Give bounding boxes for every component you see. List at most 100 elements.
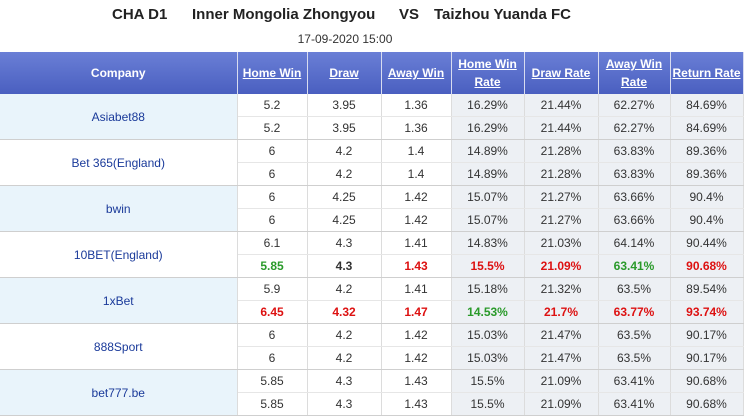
rate-cell: 21.27% [524,185,599,209]
rate-cell: 21.7% [524,300,599,324]
rate-cell: 63.83% [598,162,671,186]
company-name: 888Sport [0,323,238,370]
odds-cell: 1.4 [381,139,452,163]
company-name: Bet 365(England) [0,139,238,186]
company-name: 10BET(England) [0,231,238,278]
odds-cell: 1.42 [381,323,452,347]
rate-cell: 15.03% [451,346,525,370]
odds-cell: 4.3 [307,392,382,416]
odds-row: 888Sport 6 4.2 1.42 15.03% 21.47% 63.5% 90.17% [0,323,744,370]
rate-cell: 64.14% [598,231,671,255]
odds-row: Bet 365(England) 6 4.2 1.4 14.89% 21.28% 63.83… [0,139,744,186]
odds-row: Asiabet88 5.2 3.95 1.36 16.29% 21.44% 62.27% 84… [0,94,744,140]
rate-cell: 89.36% [670,139,744,163]
rate-cell: 21.09% [524,369,599,393]
rate-cell: 89.54% [670,277,744,301]
rate-cell: 21.03% [524,231,599,255]
rate-cell: 14.89% [451,139,525,163]
rate-cell: 84.69% [670,94,744,117]
rate-cell: 14.89% [451,162,525,186]
rate-cell: 62.27% [598,94,671,117]
match-title: CHA D1 Inner Mongolia Zhongyou VS Taizho… [0,4,745,28]
league: CHA D1 [112,6,168,23]
column-header[interactable]: Home Win [237,52,308,94]
vs: VS [399,6,420,23]
column-header[interactable]: Home Win Rate [451,52,525,94]
table-body: Asiabet88 5.2 3.95 1.36 16.29% 21.44% 62.27% 84… [0,94,744,416]
rate-cell: 15.18% [451,277,525,301]
odds-cell: 1.36 [381,94,452,117]
rate-cell: 21.47% [524,346,599,370]
rate-cell: 63.83% [598,139,671,163]
rate-cell: 21.28% [524,162,599,186]
rate-cell: 63.66% [598,185,671,209]
rate-cell: 89.36% [670,162,744,186]
odds-cell: 6.1 [237,231,308,255]
rate-cell: 63.5% [598,277,671,301]
column-header[interactable]: Return Rate [670,52,744,94]
odds-cell: 4.32 [307,300,382,324]
match-date: 17-09-2020 15:00 [297,32,393,46]
odds-cell: 1.43 [381,254,452,278]
odds-row: 6 4.2 1.42 15.03% 21.47% 63.5% 90.17% [0,346,744,370]
rate-cell: 21.32% [524,277,599,301]
rate-cell: 15.03% [451,323,525,347]
company-name: bwin [0,185,238,232]
rate-cell: 90.68% [670,369,744,393]
rate-cell: 63.66% [598,208,671,232]
rate-cell: 63.41% [598,254,671,278]
rate-cell: 90.68% [670,392,744,416]
rate-cell: 63.77% [598,300,671,324]
odds-row: 10BET(England) 6.1 4.3 1.41 14.83% 21.03% 64.1… [0,231,744,278]
rate-cell: 63.5% [598,346,671,370]
header-row: Company Home Win Draw Away Win Home Win Rate… [0,52,744,94]
rate-cell: 63.5% [598,323,671,347]
rate-cell: 21.09% [524,392,599,416]
odds-cell: 4.3 [307,231,382,255]
rate-cell: 21.47% [524,323,599,347]
odds-row: 5.85 4.3 1.43 15.5% 21.09% 63.41% 90.68% [0,254,744,278]
column-header[interactable]: Away Win [381,52,452,94]
company-name: Asiabet88 [0,94,238,140]
rate-cell: 63.41% [598,369,671,393]
odds-cell: 1.42 [381,185,452,209]
odds-cell: 4.2 [307,162,382,186]
rate-cell: 90.17% [670,346,744,370]
company-name: 1xBet [0,277,238,324]
rate-cell: 21.09% [524,254,599,278]
home-team: Inner Mongolia Zhongyou [192,6,376,23]
odds-table: Company Home Win Draw Away Win Home Win Rate… [0,52,744,416]
column-header[interactable]: Draw [307,52,382,94]
odds-cell: 1.43 [381,369,452,393]
rate-cell: 90.44% [670,231,744,255]
rate-cell: 90.4% [670,208,744,232]
rate-cell: 90.68% [670,254,744,278]
odds-cell: 5.2 [237,116,308,140]
odds-cell: 4.2 [307,346,382,370]
rate-cell: 63.41% [598,392,671,416]
odds-cell: 4.3 [307,254,382,278]
odds-cell: 5.85 [237,392,308,416]
odds-row: bet777.be 5.85 4.3 1.43 15.5% 21.09% 63.41% 90.… [0,369,744,416]
column-header[interactable]: Away Win Rate [598,52,671,94]
odds-cell: 1.36 [381,116,452,140]
rate-cell: 93.74% [670,300,744,324]
column-header[interactable]: Draw Rate [524,52,599,94]
odds-cell: 6 [237,139,308,163]
odds-row: 1xBet 5.9 4.2 1.41 15.18% 21.32% 63.5% 89.54% [0,277,744,324]
odds-cell: 1.43 [381,392,452,416]
rate-cell: 21.44% [524,116,599,140]
odds-cell: 5.85 [237,369,308,393]
odds-cell: 4.25 [307,208,382,232]
odds-cell: 3.95 [307,94,382,117]
page: CHA D1 Inner Mongolia Zhongyou VS Taizho… [0,4,745,416]
odds-cell: 6.45 [237,300,308,324]
odds-cell: 6 [237,185,308,209]
rate-cell: 15.07% [451,185,525,209]
odds-cell: 4.3 [307,369,382,393]
rate-cell: 90.4% [670,185,744,209]
odds-cell: 4.2 [307,323,382,347]
odds-cell: 1.42 [381,346,452,370]
rate-cell: 21.28% [524,139,599,163]
rate-cell: 84.69% [670,116,744,140]
